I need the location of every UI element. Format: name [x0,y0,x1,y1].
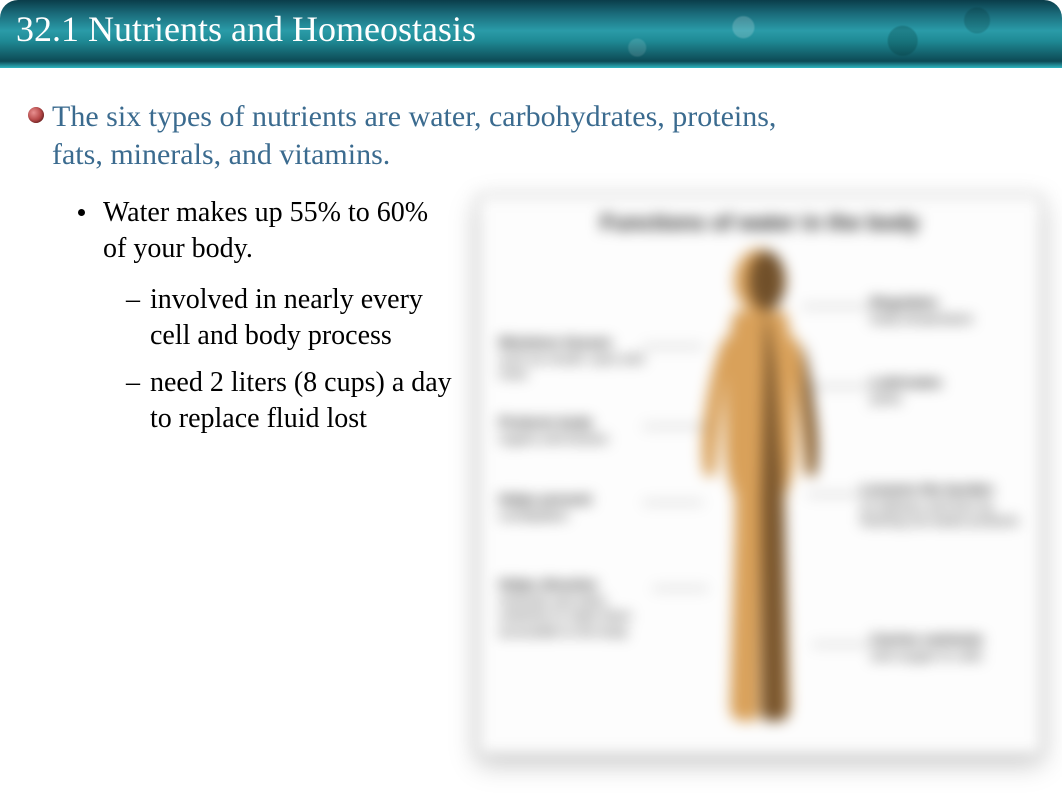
diagram-label: Helps preventconstipation [499,491,649,523]
dot-bullet-icon [78,209,85,216]
dash-list: – involved in nearly every cell and body… [78,282,458,438]
leader-line [802,306,872,307]
diagram-label: Lessens the burdenon kidneys and liver b… [861,481,1021,529]
main-point: The six types of nutrients are water, ca… [28,98,1042,173]
diagram-label: Carries nutrientsand oxygen to cells [871,631,1021,663]
sphere-bullet-icon [28,107,44,123]
diagram-label: Helps dissolveminerals and other nutrien… [499,576,659,640]
dash-icon: – [126,365,140,401]
leader-line [643,426,708,427]
leader-line [643,502,703,503]
human-figure-icon [675,246,845,726]
text-column: Water makes up 55% to 60% of your body. … [78,195,458,755]
dash-item: – involved in nearly every cell and body… [126,282,458,355]
water-functions-diagram: Functions of water in the body Moistens … [478,195,1042,755]
leader-line [807,386,872,387]
dash-item: – need 2 liters (8 cups) a day to replac… [126,365,458,438]
header-title: 32.1 Nutrients and Homeostasis [16,8,1046,50]
dash-text: need 2 liters (8 cups) a day to replace … [150,365,458,438]
dash-icon: – [126,282,140,318]
slide-content: The six types of nutrients are water, ca… [0,68,1062,775]
dash-text: involved in nearly every cell and body p… [150,282,458,355]
diagram-label: Regulatesbody temperature [871,294,1021,326]
diagram-label: Moistens tissuessuch as mouth, eyes and … [499,334,649,382]
diagram-title: Functions of water in the body [493,210,1027,236]
slide-header: 32.1 Nutrients and Homeostasis [0,0,1062,68]
sub-bullet-text: Water makes up 55% to 60% of your body. [103,195,458,268]
diagram-body: Moistens tissuessuch as mouth, eyes and … [493,246,1027,736]
leader-line [807,494,862,495]
sub-bullet: Water makes up 55% to 60% of your body. [78,195,458,268]
diagram-label: Protects bodyorgans and tissues [499,414,649,446]
leader-line [643,346,703,347]
leader-line [653,588,708,589]
diagram-label: Lubricatesjoints [871,374,1021,406]
main-point-text: The six types of nutrients are water, ca… [52,98,812,173]
leader-line [812,644,872,645]
body-row: Water makes up 55% to 60% of your body. … [28,195,1042,755]
